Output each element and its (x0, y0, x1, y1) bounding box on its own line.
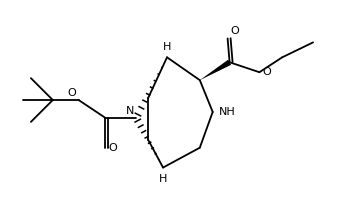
Text: O: O (67, 88, 75, 98)
Text: N: N (126, 106, 134, 116)
Text: NH: NH (219, 107, 235, 117)
Text: O: O (231, 26, 239, 36)
Text: O: O (262, 67, 271, 77)
Text: H: H (159, 173, 167, 184)
Text: O: O (108, 143, 117, 153)
Text: H: H (163, 42, 171, 52)
Polygon shape (200, 60, 231, 80)
